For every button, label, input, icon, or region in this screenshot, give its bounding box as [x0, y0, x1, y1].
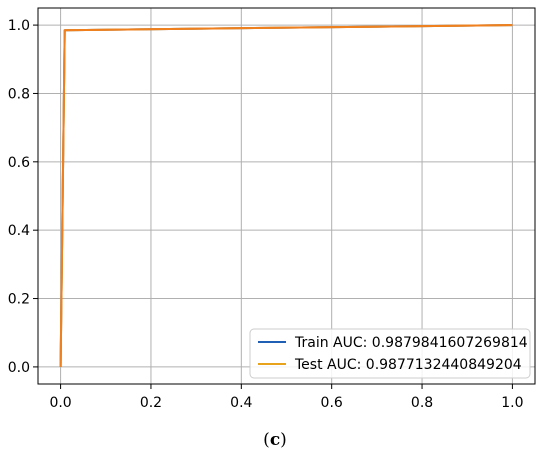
y-tick-label: 1.0: [8, 18, 30, 34]
legend: Train AUC: 0.9879841607269814 Test AUC: 0…: [249, 328, 531, 379]
figure-caption: (c): [263, 430, 287, 450]
caption-letter: c: [269, 430, 281, 450]
x-tick-label: 0.2: [140, 395, 162, 411]
legend-box: [249, 328, 531, 379]
y-tick-label: 0.2: [8, 292, 30, 308]
axis-ticks: 0.0 0.2 0.4 0.6 0.8 1.0 0.0 0.2 0.4 0.6 0.8 1.0: [8, 18, 524, 411]
y-tick-label: 0.8: [8, 86, 30, 102]
legend-label-2: Test AUC: 0.9877132440849204: [294, 357, 522, 373]
series-line-2: [59, 24, 513, 367]
grid-lines: [38, 8, 535, 384]
plot-frame: [37, 7, 536, 385]
y-tick-label: 0.6: [8, 155, 30, 171]
x-tick-label: 0.8: [411, 395, 433, 411]
series-lines: [59, 24, 513, 367]
roc-chart: 0.0 0.2 0.4 0.6 0.8 1.0 0.0 0.2 0.4 0.6 0.8 1.0 Tra…: [8, 7, 536, 411]
legend-label-1: Train AUC: 0.9879841607269814: [294, 335, 528, 351]
y-tick-label: 0.0: [8, 360, 30, 376]
x-tick-label: 1.0: [501, 395, 523, 411]
series-overlap-line: [59, 24, 513, 367]
series-line-1: [59, 24, 513, 367]
x-tick-label: 0.4: [230, 395, 252, 411]
y-tick-label: 0.4: [8, 223, 30, 239]
x-tick-label: 0.6: [321, 395, 343, 411]
x-tick-label: 0.0: [49, 395, 71, 411]
